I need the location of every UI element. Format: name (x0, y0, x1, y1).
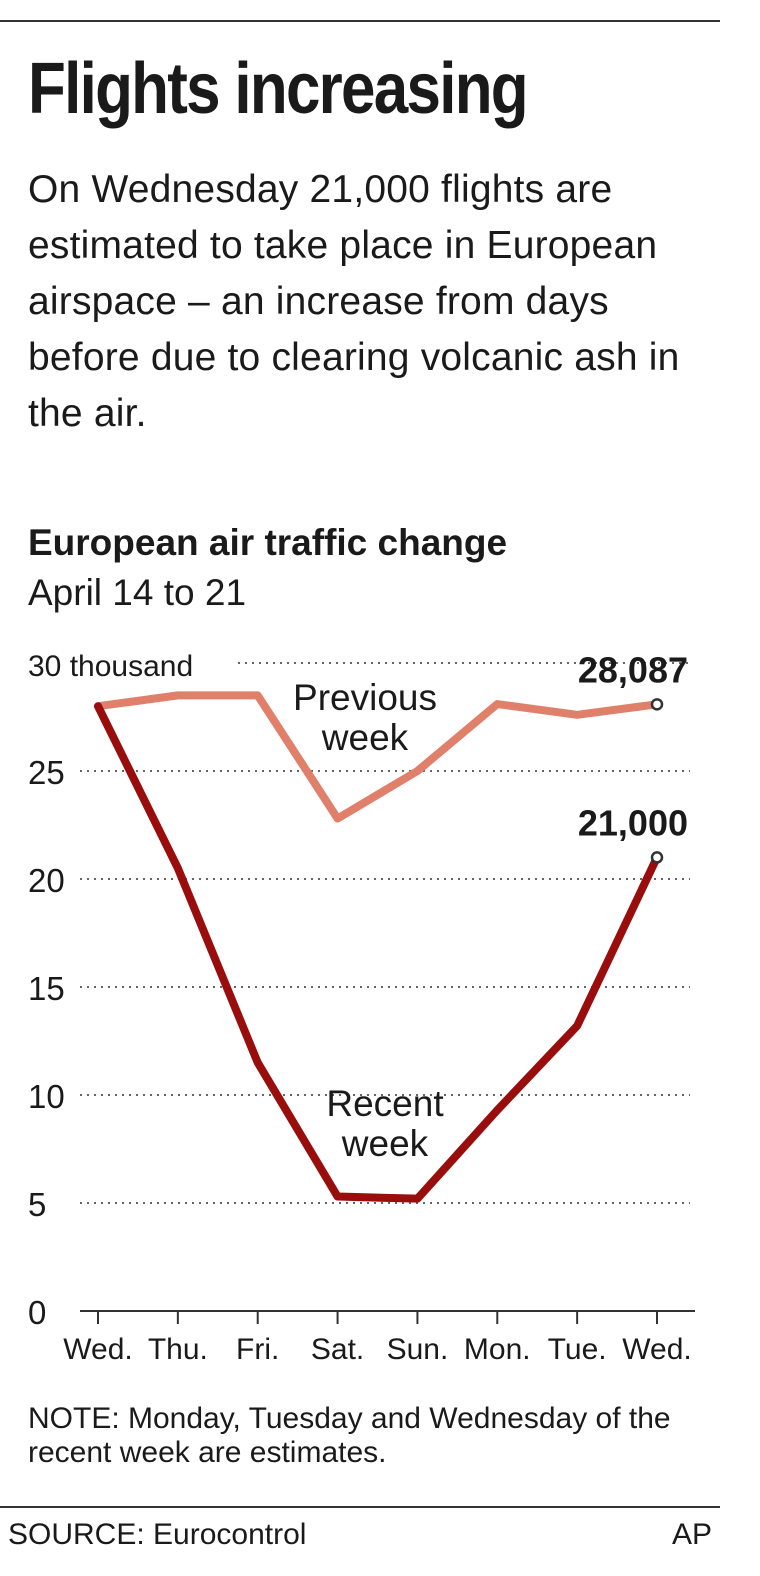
previous-week-end-label: 28,087 (578, 649, 688, 690)
x-tick-label: Sat. (311, 1333, 364, 1366)
recent-week-line (94, 702, 661, 1203)
y-tick-label: 5 (28, 1186, 46, 1223)
x-tick-label: Sun. (387, 1333, 449, 1366)
intro-text: On Wednesday 21,000 flights are estimate… (28, 168, 680, 435)
y-tick-label: 0 (28, 1294, 46, 1331)
headline: Flights increasing (28, 49, 529, 129)
previous-week-line (94, 691, 661, 823)
series-lines (94, 691, 661, 1203)
recent-week-end-label: 21,000 (578, 802, 688, 843)
agency-credit: AP (671, 1518, 712, 1551)
recent-week-end-marker (650, 851, 664, 864)
top-rule (0, 20, 720, 22)
y-tick-label: 10 (28, 1078, 65, 1115)
gridlines (80, 662, 690, 1204)
chart-annotations: 28,087 21,000 Previous week Recent week (293, 649, 688, 1164)
line-chart: 0 5 10 15 20 25 30 thousand Wed. Thu. Fri. Sat. Su… (28, 649, 695, 1366)
x-axis: Wed. Thu. Fri. Sat. Sun. Mon. Tue. Wed. (63, 1310, 695, 1366)
bottom-rule (0, 1506, 720, 1508)
recent-week-label: Recent week (326, 1083, 444, 1164)
chart-note: NOTE: Monday, Tuesday and Wednesday of t… (28, 1402, 671, 1469)
x-tick-label: Tue. (548, 1333, 607, 1366)
y-tick-label: 15 (28, 970, 65, 1007)
source-credit: SOURCE: Eurocontrol (8, 1518, 307, 1551)
previous-week-label: Previous week (293, 677, 437, 758)
y-tick-label: 20 (28, 862, 65, 899)
x-tick-label: Fri. (236, 1333, 279, 1366)
x-tick-label: Wed. (63, 1333, 132, 1366)
x-tick-label: Thu. (148, 1333, 208, 1366)
y-tick-label: 30 thousand (28, 650, 193, 683)
y-axis-ticks: 0 5 10 15 20 25 30 thousand (28, 650, 193, 1331)
chart-subtitle: April 14 to 21 (28, 572, 247, 613)
previous-week-end-marker (650, 698, 664, 711)
x-tick-label: Wed. (622, 1333, 691, 1366)
y-tick-label: 25 (28, 754, 65, 791)
x-tick-label: Mon. (464, 1333, 531, 1366)
chart-title: European air traffic change (28, 522, 508, 563)
